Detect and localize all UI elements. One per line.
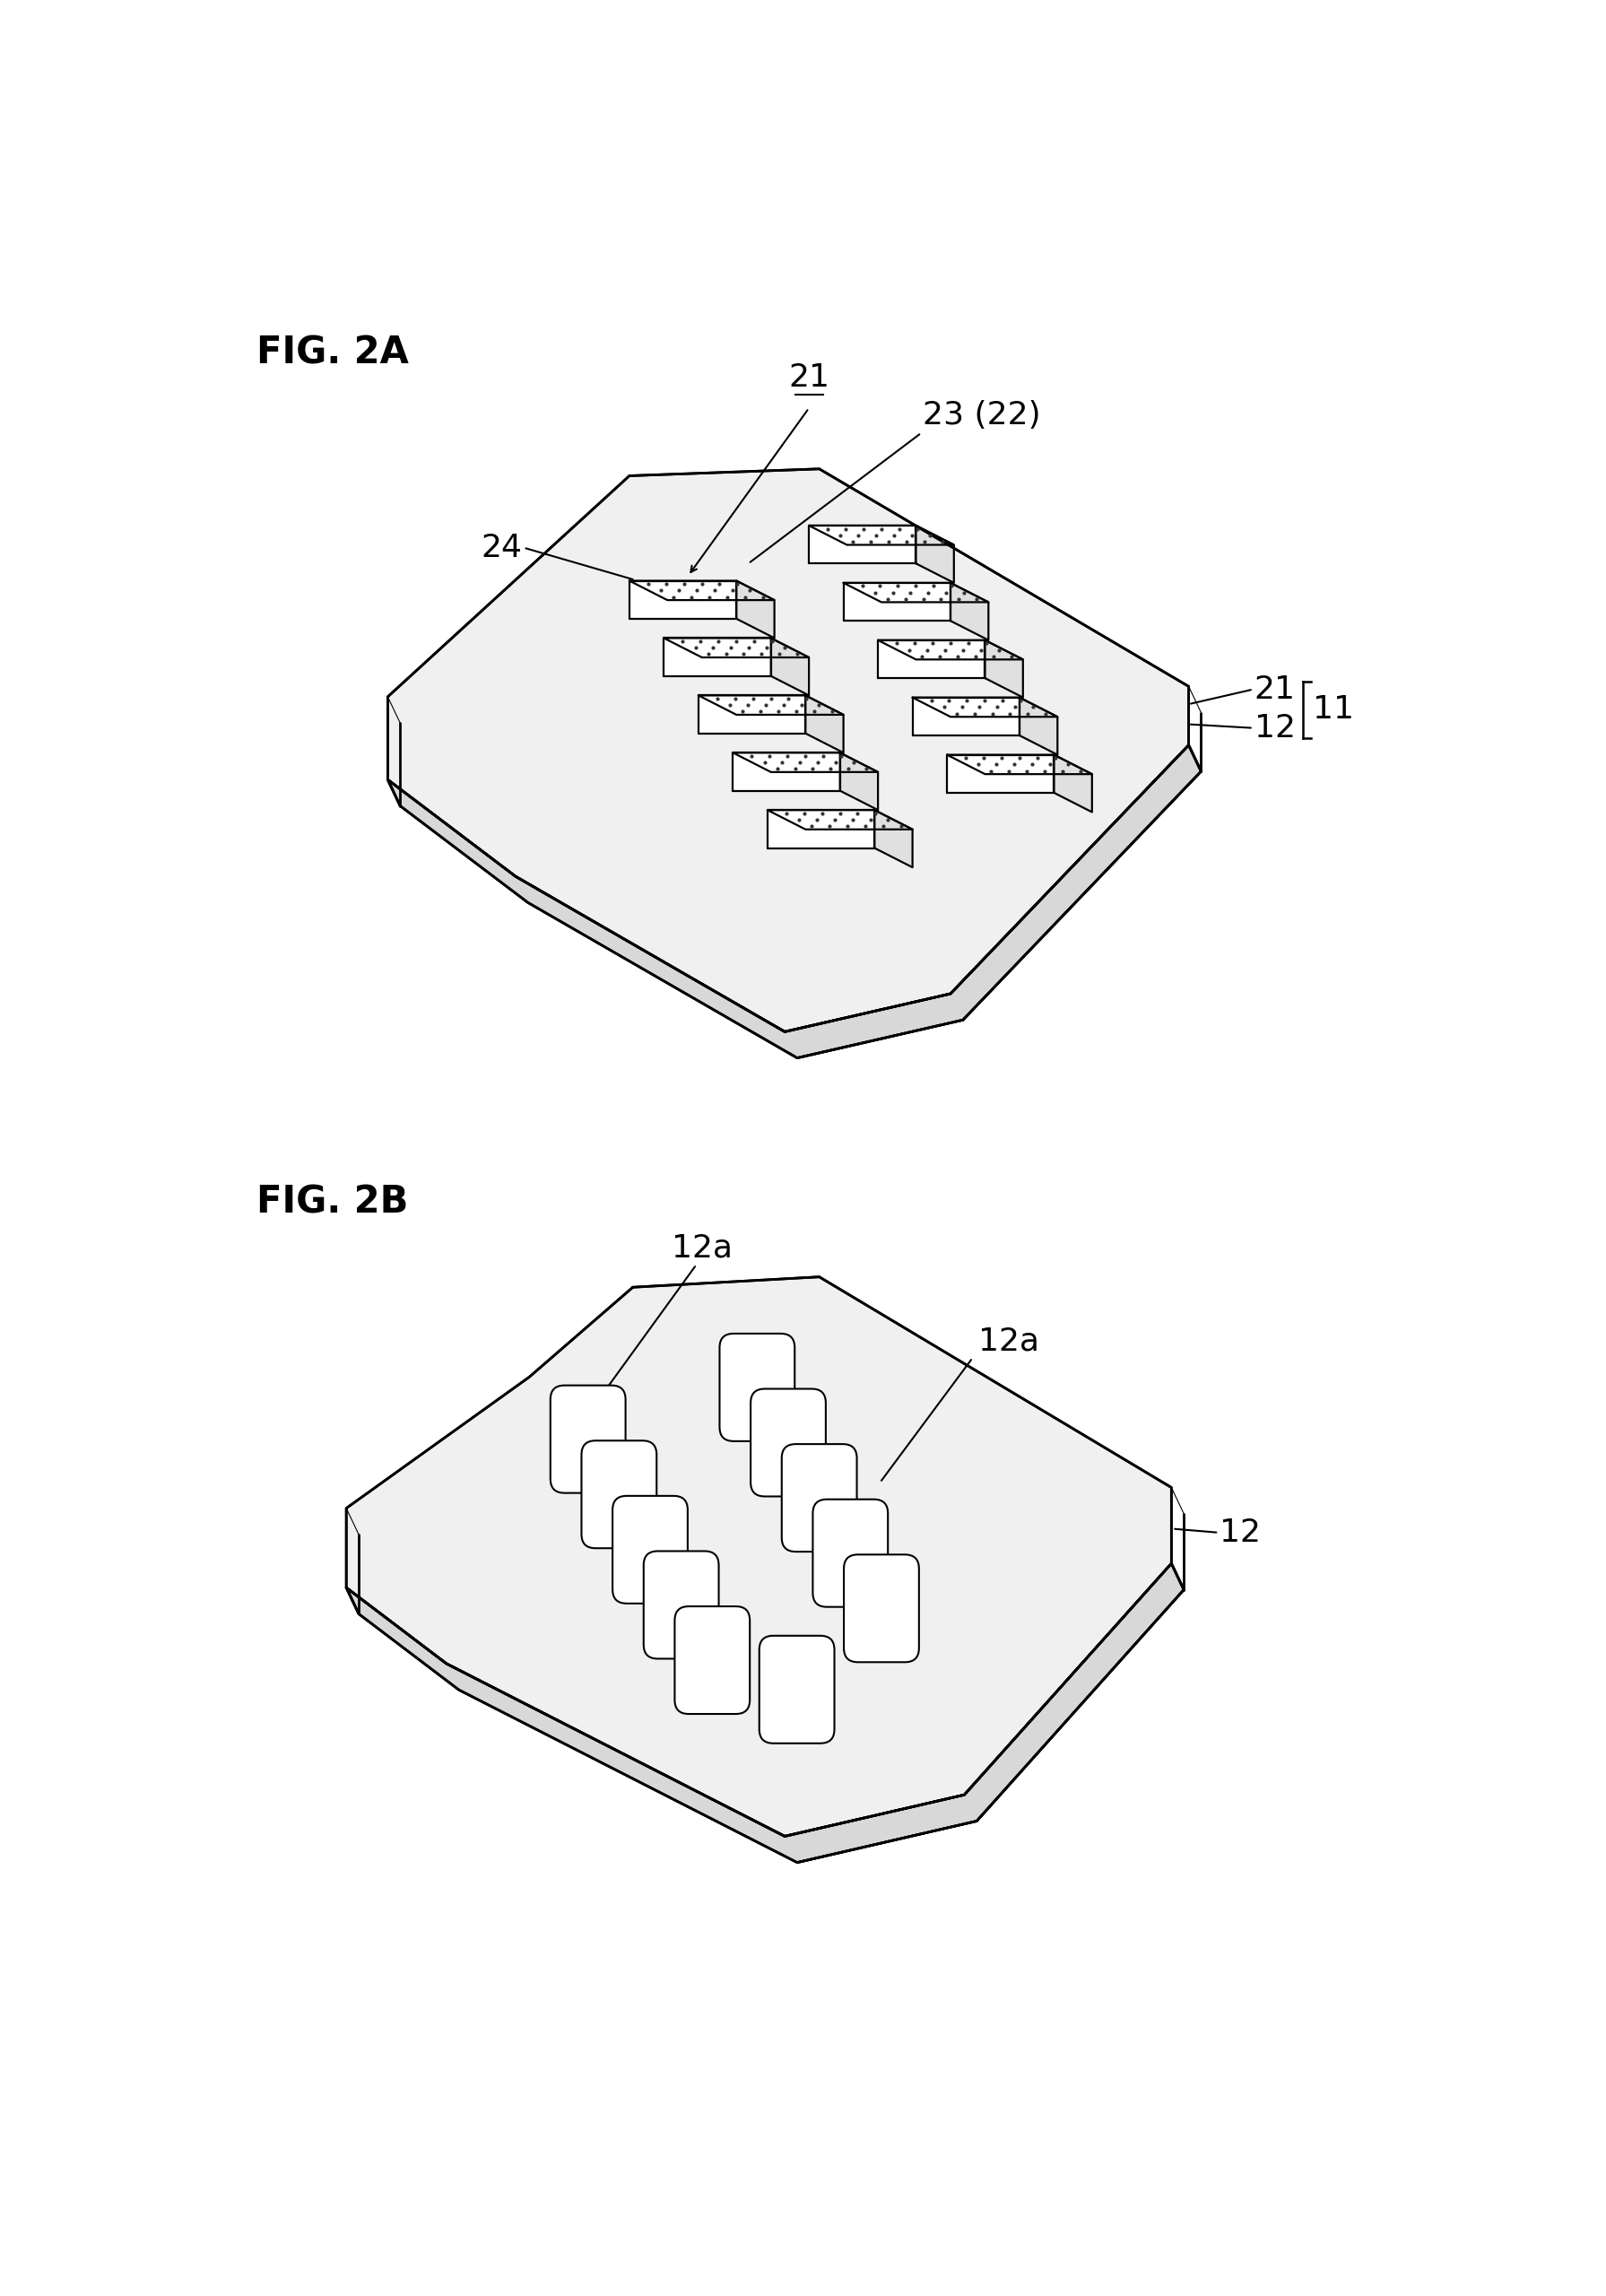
Text: 12: 12 xyxy=(1254,712,1296,744)
Text: FIG. 2A: FIG. 2A xyxy=(257,335,410,372)
Polygon shape xyxy=(843,583,951,620)
Polygon shape xyxy=(809,526,954,544)
Polygon shape xyxy=(768,810,875,847)
Polygon shape xyxy=(912,698,1020,735)
Polygon shape xyxy=(915,526,954,583)
Polygon shape xyxy=(843,583,988,602)
Text: FIG. 2B: FIG. 2B xyxy=(257,1185,408,1221)
Text: 12a: 12a xyxy=(671,1233,732,1263)
Polygon shape xyxy=(630,581,774,599)
Polygon shape xyxy=(347,1564,1184,1862)
Polygon shape xyxy=(768,810,912,829)
FancyBboxPatch shape xyxy=(551,1384,625,1492)
Polygon shape xyxy=(951,583,988,641)
Polygon shape xyxy=(984,641,1023,698)
Polygon shape xyxy=(840,753,878,810)
FancyBboxPatch shape xyxy=(760,1635,835,1743)
Text: 23 (22): 23 (22) xyxy=(923,400,1041,432)
Polygon shape xyxy=(912,698,1057,716)
FancyBboxPatch shape xyxy=(612,1497,687,1603)
FancyBboxPatch shape xyxy=(782,1444,858,1552)
Text: 21: 21 xyxy=(1254,675,1296,705)
Polygon shape xyxy=(1054,755,1092,813)
Polygon shape xyxy=(878,641,1023,659)
Polygon shape xyxy=(948,755,1092,774)
Polygon shape xyxy=(663,638,809,657)
Polygon shape xyxy=(732,753,840,790)
Polygon shape xyxy=(1020,698,1057,755)
Polygon shape xyxy=(347,1277,1171,1837)
Text: 24: 24 xyxy=(482,533,522,563)
Polygon shape xyxy=(948,755,1054,792)
Polygon shape xyxy=(387,746,1201,1058)
Text: 12: 12 xyxy=(1219,1518,1261,1548)
Text: 21: 21 xyxy=(789,363,830,393)
Polygon shape xyxy=(806,696,843,753)
Polygon shape xyxy=(809,526,915,563)
Polygon shape xyxy=(771,638,809,696)
Text: 11: 11 xyxy=(1314,693,1354,726)
Polygon shape xyxy=(737,581,774,638)
FancyBboxPatch shape xyxy=(644,1552,719,1658)
Polygon shape xyxy=(663,638,771,675)
Polygon shape xyxy=(699,696,806,732)
FancyBboxPatch shape xyxy=(581,1440,657,1548)
Polygon shape xyxy=(699,696,843,714)
Polygon shape xyxy=(875,810,912,868)
FancyBboxPatch shape xyxy=(719,1334,795,1442)
FancyBboxPatch shape xyxy=(675,1607,750,1713)
FancyBboxPatch shape xyxy=(750,1389,825,1497)
Text: 12a: 12a xyxy=(978,1325,1039,1357)
Polygon shape xyxy=(630,581,737,618)
FancyBboxPatch shape xyxy=(813,1499,888,1607)
Polygon shape xyxy=(878,641,984,677)
FancyBboxPatch shape xyxy=(843,1554,919,1662)
Polygon shape xyxy=(732,753,878,771)
Polygon shape xyxy=(387,468,1188,1031)
